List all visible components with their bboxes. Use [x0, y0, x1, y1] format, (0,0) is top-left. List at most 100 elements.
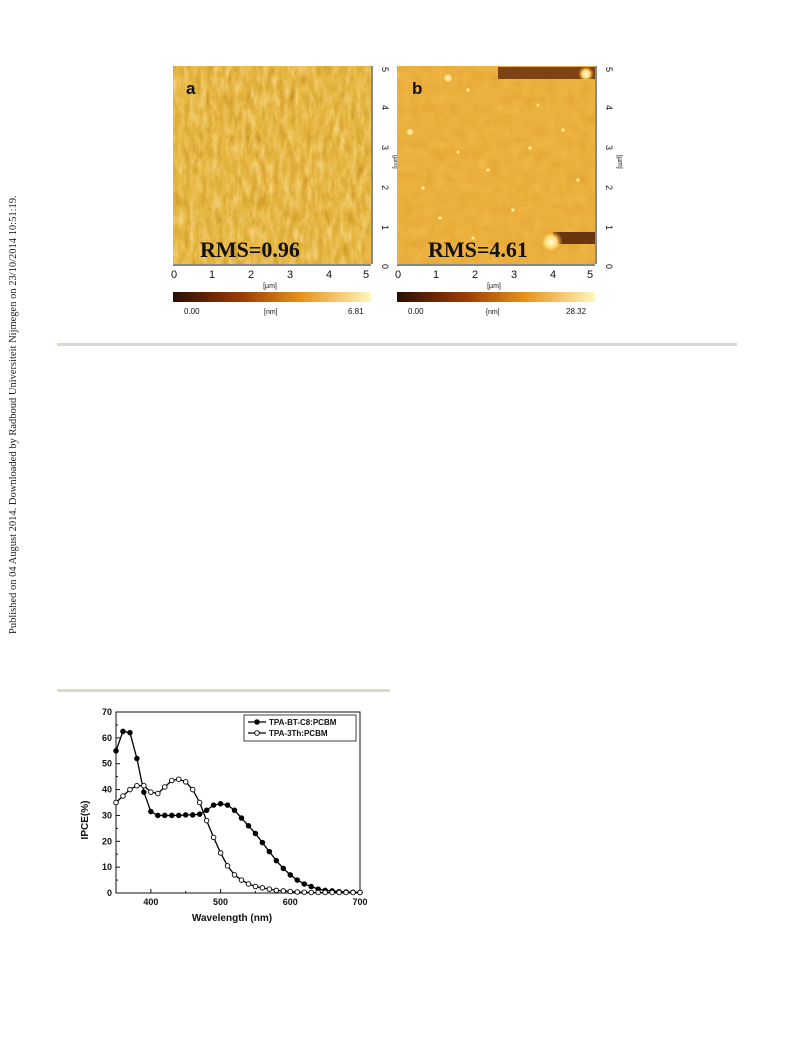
ipce-axes: 400 500 600 700 0 10 20 30 40 50 60 70 — [102, 707, 368, 907]
tick-label: 2 — [248, 269, 254, 281]
panel-b-x-ticks: 0 1 2 3 4 5 — [395, 269, 593, 281]
series-2-point — [134, 782, 140, 789]
afm-panel-b: b RMS=4.61 0 1 2 3 4 5 [µm] 0 1 2 3 4 5 … — [395, 66, 623, 316]
series-2-point — [301, 889, 307, 895]
series-1-point — [182, 812, 189, 818]
panel-a-scale-unit: [nm] — [264, 309, 278, 316]
y-tick-label: 10 — [102, 862, 112, 872]
legend-label: TPA-BT-C8:PCBM — [269, 718, 337, 727]
series-2-point — [252, 883, 259, 890]
series-2-point — [162, 784, 168, 790]
tick-label: 5 — [587, 269, 593, 281]
series-2-point — [308, 889, 314, 896]
series-2-point — [141, 782, 147, 789]
panel-b-label: b — [412, 79, 422, 98]
series-2-point — [182, 779, 189, 785]
series-2-point — [266, 886, 273, 892]
tick-label: 2 — [380, 185, 390, 190]
panel-b-x-unit: [µm] — [487, 283, 501, 290]
y-axis-label: IPCE(%) — [80, 801, 91, 840]
tick-label: 4 — [550, 269, 556, 281]
tick-label: 2 — [604, 185, 614, 190]
series-2-point — [224, 863, 231, 869]
panel-a-x-ticks: 0 1 2 3 4 5 — [171, 269, 369, 281]
tick-label: 5 — [363, 269, 369, 281]
series-1-point — [203, 807, 210, 814]
tick-label: 5 — [604, 67, 614, 72]
download-watermark-text: Published on 04 August 2014. Downloaded … — [8, 195, 19, 634]
series-1-point — [210, 802, 217, 808]
x-tick-label: 600 — [283, 897, 298, 907]
legend-marker — [254, 719, 260, 725]
tick-label: 3 — [287, 269, 293, 281]
panel-b-particles — [405, 66, 594, 254]
series-1-point — [217, 801, 224, 807]
panel-b-colorbar — [397, 292, 595, 302]
panel-b-scale-unit: [nm] — [486, 309, 500, 316]
legend-label: TPA-3Th:PCBM — [269, 729, 328, 738]
tick-label: 1 — [604, 225, 614, 230]
series-1-point — [266, 848, 273, 855]
figure-divider-bottom — [57, 689, 390, 692]
x-axis-label: Wavelength (nm) — [192, 913, 272, 924]
series-2-point — [217, 850, 224, 856]
series-1-point — [273, 857, 280, 864]
series-2-point — [210, 834, 217, 841]
legend-box — [243, 714, 357, 742]
y-tick-label: 20 — [102, 836, 112, 846]
panel-a-x-unit: [µm] — [263, 283, 277, 290]
series-2-point — [169, 777, 175, 784]
legend-marker — [254, 730, 260, 736]
panel-a-scale-max: 6.81 — [348, 307, 364, 316]
series-1-point — [175, 812, 182, 819]
tick-label: 4 — [604, 105, 614, 110]
series-2-point — [322, 889, 328, 896]
series-1-point — [301, 881, 307, 887]
series-2-point — [175, 776, 182, 782]
y-tick-label: 70 — [102, 707, 112, 717]
tick-label: 1 — [433, 269, 439, 281]
series-1-point — [294, 877, 301, 883]
y-tick-label: 40 — [102, 785, 112, 795]
series-1-point — [148, 808, 154, 815]
series-1-point — [196, 811, 203, 817]
series-1-point — [169, 812, 175, 819]
afm-figure: a RMS=0.96 0 1 2 3 4 5 [µm] 0 1 2 3 4 5 … — [171, 66, 623, 316]
series-2-point — [196, 799, 203, 806]
series-1-point — [238, 815, 245, 821]
tick-label: 0 — [395, 269, 401, 281]
y-tick-label: 30 — [102, 810, 112, 820]
tick-label: 1 — [380, 225, 390, 230]
series-2-point — [120, 793, 126, 799]
series-1-point — [127, 729, 133, 736]
tick-label: 0 — [380, 264, 390, 269]
series-1-point — [280, 865, 287, 872]
afm-panel-a: a RMS=0.96 0 1 2 3 4 5 [µm] 0 1 2 3 4 5 … — [171, 66, 399, 316]
series-2-point — [127, 786, 133, 793]
series-2-point — [294, 889, 301, 895]
panel-b-y-ticks: 0 1 2 3 4 5 — [604, 67, 614, 269]
series-2-point — [203, 817, 210, 824]
tick-label: 1 — [209, 269, 215, 281]
panel-b-scale-min: 0.00 — [408, 307, 424, 316]
series-line-2 — [115, 778, 360, 894]
series-1-point — [231, 807, 238, 814]
series-1-point — [308, 883, 314, 890]
series-1-point — [245, 823, 252, 829]
series-1-point — [287, 872, 294, 878]
series-1-point — [252, 830, 259, 837]
y-tick-label: 60 — [102, 733, 112, 743]
series-2-point — [189, 786, 196, 793]
series-2-point — [357, 889, 363, 896]
series-2-point — [343, 889, 349, 896]
series-2-point — [280, 888, 287, 894]
panel-a-colorbar — [173, 292, 371, 302]
x-tick-label: 500 — [213, 897, 228, 907]
series-2-point — [113, 799, 119, 806]
y-tick-label: 50 — [102, 759, 112, 769]
series-1-point — [120, 728, 126, 735]
y-tick-label: 0 — [107, 888, 112, 898]
series-2-point — [273, 887, 280, 894]
series-1-point — [259, 839, 266, 846]
series-2-point — [259, 885, 266, 891]
